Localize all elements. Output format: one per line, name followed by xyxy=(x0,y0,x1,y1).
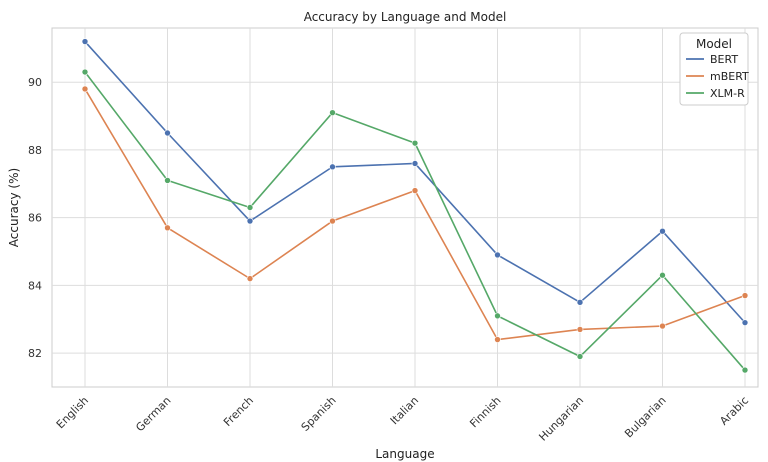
series-xlm-r xyxy=(81,68,749,374)
data-point-xlm-r xyxy=(659,271,666,279)
legend-item-xlm-r: XLM-R xyxy=(686,87,745,100)
data-point-bert xyxy=(741,319,749,326)
y-tick-label: 86 xyxy=(28,212,42,225)
data-point-xlm-r xyxy=(494,312,501,320)
series-mbert xyxy=(81,85,749,343)
y-axis-label: Accuracy (%) xyxy=(7,168,21,247)
data-point-mbert xyxy=(81,85,89,93)
y-tick-label: 82 xyxy=(28,347,42,360)
legend-label: BERT xyxy=(710,53,738,66)
series-bert xyxy=(81,38,749,326)
y-tick-label: 88 xyxy=(28,144,42,157)
series-layer xyxy=(81,38,749,374)
x-tick-label: Italian xyxy=(388,394,421,427)
data-point-xlm-r xyxy=(576,353,584,360)
x-tick-label: Hungarian xyxy=(536,394,586,444)
data-point-mbert xyxy=(494,336,501,343)
data-point-bert xyxy=(329,163,336,171)
legend-items: BERT mBERT XLM-R xyxy=(686,53,749,100)
data-point-mbert xyxy=(741,292,749,299)
grid xyxy=(51,27,759,388)
x-axis-label: Language xyxy=(375,447,434,461)
y-tick-label: 90 xyxy=(28,76,42,89)
data-point-bert xyxy=(659,227,666,235)
data-point-bert xyxy=(576,299,584,306)
data-point-bert xyxy=(164,129,171,137)
legend-item-bert: BERT xyxy=(686,53,738,66)
legend-title: Model xyxy=(696,37,732,51)
data-point-xlm-r xyxy=(741,366,749,374)
chart-title: Accuracy by Language and Model xyxy=(304,10,507,24)
data-point-mbert xyxy=(164,224,171,232)
legend: Model BERT mBERT XLM-R xyxy=(679,32,749,106)
legend-label: XLM-R xyxy=(710,87,745,100)
legend-label: mBERT xyxy=(710,70,749,83)
x-axis-ticks: English German French Spanish Italian Finnish… xyxy=(54,394,751,444)
x-tick-label: English xyxy=(54,394,91,431)
y-tick-label: 84 xyxy=(28,279,42,292)
data-point-mbert xyxy=(246,275,254,282)
data-point-mbert xyxy=(576,326,584,333)
x-tick-label: Bulgarian xyxy=(622,394,668,440)
x-tick-label: Arabic xyxy=(717,394,751,428)
data-point-bert xyxy=(81,38,89,45)
data-point-xlm-r xyxy=(246,204,254,211)
data-point-xlm-r xyxy=(411,139,419,147)
data-point-bert xyxy=(494,251,501,259)
data-point-mbert xyxy=(329,217,336,225)
data-point-xlm-r xyxy=(81,68,89,76)
data-point-xlm-r xyxy=(329,109,336,116)
data-point-mbert xyxy=(411,187,419,194)
x-tick-label: French xyxy=(221,394,256,429)
legend-item-mbert: mBERT xyxy=(686,70,749,83)
x-tick-label: Spanish xyxy=(299,394,339,434)
x-tick-label: Finnish xyxy=(467,394,503,430)
legend-box xyxy=(679,32,749,106)
data-point-mbert xyxy=(659,322,666,330)
data-point-bert xyxy=(411,160,419,167)
data-point-xlm-r xyxy=(164,177,171,184)
x-tick-label: German xyxy=(133,394,173,434)
data-point-bert xyxy=(246,217,254,225)
y-axis-ticks: 82 84 86 88 90 xyxy=(28,76,42,360)
